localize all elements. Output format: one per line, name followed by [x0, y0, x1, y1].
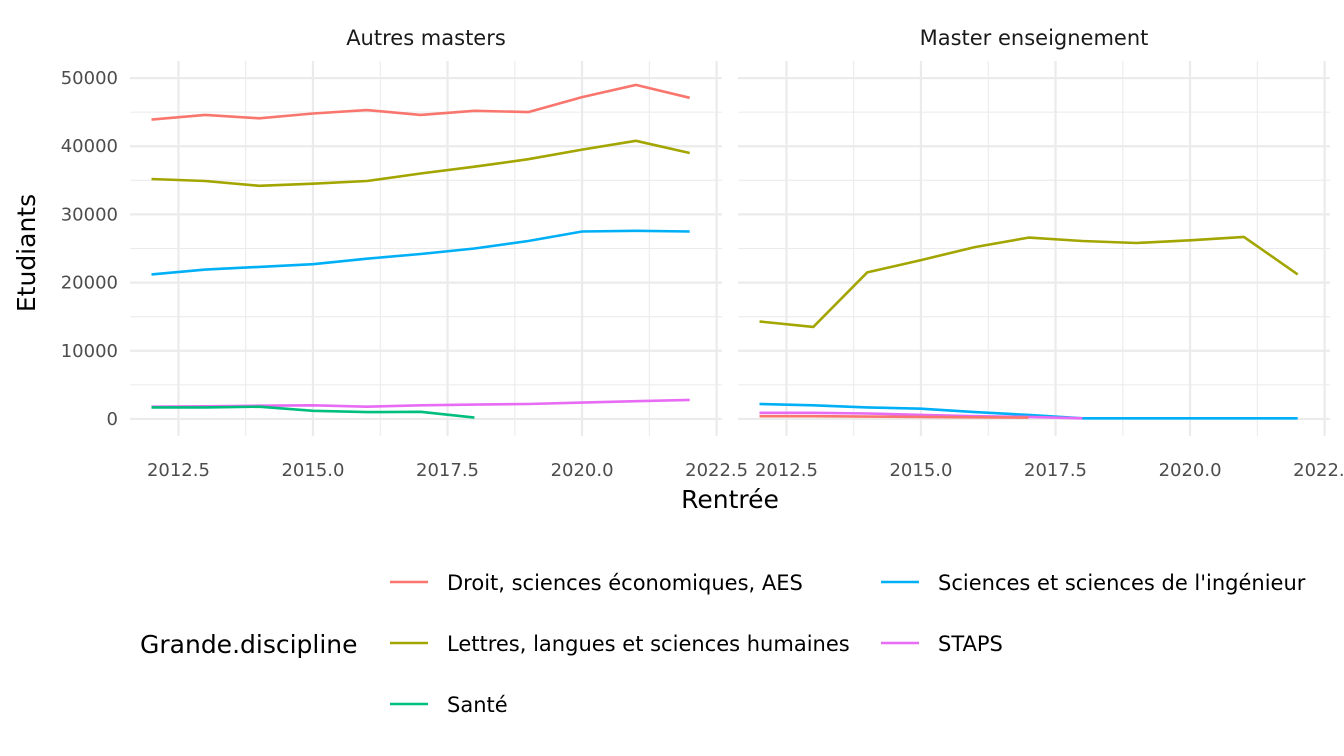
legend-label: Droit, sciences économiques, AES — [447, 571, 803, 595]
facet-strip-title: Master enseignement — [920, 26, 1149, 50]
series-line-lettres-langues-et-sciences-humaines — [151, 139, 690, 188]
series-line-lettres-langues-et-sciences-humaines — [759, 235, 1299, 329]
x-tick-label: 2015.0 — [889, 460, 952, 481]
y-tick-label: 20000 — [61, 273, 118, 294]
legend-item: Santé — [390, 693, 508, 717]
x-tick-label: 2015.0 — [281, 460, 344, 481]
x-axis-title: Rentrée — [681, 485, 779, 514]
legend: Grande.discipline Droit, sciences économ… — [140, 571, 1306, 717]
x-tick-label: 2012.5 — [755, 460, 818, 481]
legend-item: Lettres, langues et sciences humaines — [390, 632, 850, 656]
y-tick-label: 40000 — [61, 136, 118, 157]
y-tick-label: 50000 — [61, 68, 118, 89]
facet-strip-title: Autres masters — [346, 26, 506, 50]
series-line-sciences-et-sciences-de-l-ing-nieur — [151, 229, 690, 276]
x-tick-label: 2017.5 — [1024, 460, 1087, 481]
x-tick-label: 2022.5 — [685, 460, 748, 481]
series-line-droit-sciences-conomiques-aes — [151, 83, 691, 121]
x-tick-label: 2012.5 — [147, 460, 210, 481]
legend-label: STAPS — [938, 632, 1003, 656]
x-tick-label: 2020.0 — [1159, 460, 1222, 481]
series-line-sciences-et-sciences-de-l-ing-nieur — [759, 402, 1298, 420]
series-line-sant — [151, 405, 475, 419]
series-line-staps — [151, 398, 690, 409]
legend-label: Lettres, langues et sciences humaines — [447, 632, 850, 656]
x-tick-label: 2020.0 — [551, 460, 614, 481]
legend-label: Sciences et sciences de l'ingénieur — [938, 571, 1306, 595]
x-tick-label: 2017.5 — [416, 460, 479, 481]
panels-layer: Autres masters 2012.5 2015.0 2017.5 2020.0 20… — [61, 26, 1344, 481]
y-axis-title: Etudiants — [12, 194, 41, 312]
y-tick-label: 10000 — [61, 341, 118, 362]
legend-item: STAPS — [881, 632, 1003, 656]
x-tick-label: 2022.5 — [1293, 460, 1344, 481]
panel-autres-masters: Autres masters 2012.5 2015.0 2017.5 2020.0 20… — [61, 26, 748, 481]
y-tick-label: 0 — [107, 409, 118, 430]
legend-title: Grande.discipline — [140, 630, 358, 659]
legend-item: Droit, sciences économiques, AES — [390, 571, 803, 595]
series-line-droit-sciences-conomiques-aes — [759, 414, 1029, 419]
panel-master-enseignement: Master enseignement 2012.5 2015.0 2017.5 202… — [738, 26, 1344, 481]
y-tick-label: 30000 — [61, 204, 118, 225]
legend-label: Santé — [447, 693, 508, 717]
legend-item: Sciences et sciences de l'ingénieur — [881, 571, 1306, 595]
